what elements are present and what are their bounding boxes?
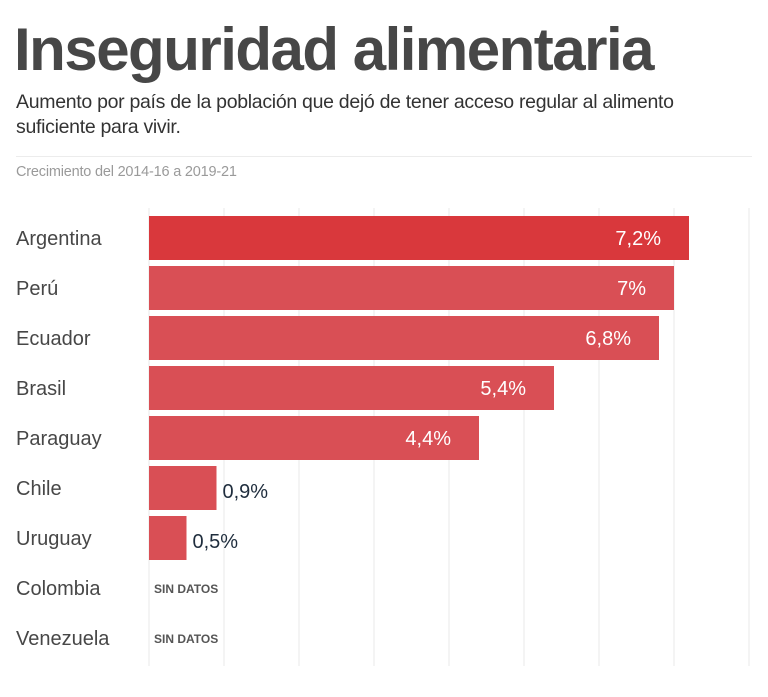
- chart-title: Inseguridad alimentaria: [14, 16, 655, 83]
- value-label: 5,4%: [480, 378, 526, 400]
- value-label: 7,2%: [615, 228, 661, 250]
- bar-ecuador: [149, 316, 659, 360]
- value-label: 0,9%: [223, 481, 269, 503]
- category-label: Paraguay: [16, 428, 102, 450]
- value-labels: 7,2% 7% 6,8% 5,4% 4,4% 0,9% 0,5% SIN DATOS SIN D…: [154, 228, 661, 646]
- bar-argentina: [149, 216, 689, 260]
- bar-paraguay: [149, 416, 479, 460]
- no-data-label: SIN DATOS: [154, 632, 218, 646]
- chart-subtitle: Crecimiento del 2014-16 a 2019-21: [16, 164, 237, 180]
- category-label: Colombia: [16, 578, 101, 600]
- no-data-label: SIN DATOS: [154, 582, 218, 596]
- category-label: Argentina: [16, 228, 102, 250]
- bar-brasil: [149, 366, 554, 410]
- category-label: Ecuador: [16, 328, 91, 350]
- value-label: 7%: [617, 278, 646, 300]
- bar-uruguay: [149, 516, 187, 560]
- chart-description: Aumento por país de la población que dej…: [16, 91, 674, 138]
- category-label: Chile: [16, 478, 62, 500]
- category-label: Brasil: [16, 378, 66, 400]
- category-label: Venezuela: [16, 628, 110, 650]
- bars: [149, 216, 689, 560]
- bar-perú: [149, 266, 674, 310]
- divider: [16, 156, 752, 157]
- category-label: Uruguay: [16, 528, 92, 550]
- bar-chile: [149, 466, 217, 510]
- value-label: 0,5%: [193, 531, 239, 553]
- category-labels: Argentina Perú Ecuador Brasil Paraguay Chile U…: [16, 228, 110, 650]
- category-label: Perú: [16, 278, 58, 300]
- value-label: 4,4%: [405, 428, 451, 450]
- value-label: 6,8%: [585, 328, 631, 350]
